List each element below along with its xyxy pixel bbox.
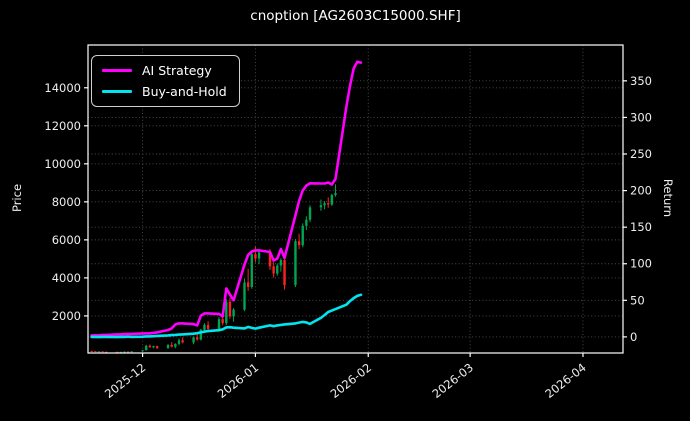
- legend-label-buy-and-hold: Buy-and-Hold: [142, 84, 227, 99]
- price-tick-label: 6000: [52, 233, 81, 247]
- date-tick-label: 2026-03: [429, 360, 475, 401]
- return-tick-label: 350: [630, 74, 652, 88]
- chart-title: cnoption [AG2603C15000.SHF]: [250, 8, 461, 24]
- candle-body-up: [305, 219, 308, 226]
- candle-body-down: [195, 337, 199, 340]
- candle-body-up: [217, 319, 221, 329]
- price-tick-label: 10000: [44, 157, 81, 171]
- legend: AI Strategy Buy-and-Hold: [91, 55, 240, 107]
- candle-body-up: [97, 351, 101, 353]
- ai-strategy-line-swatch: [102, 69, 132, 72]
- return-tick-label: 150: [630, 220, 652, 234]
- return-tick-label: 0: [630, 330, 637, 344]
- date-tick-label: 2026-04: [542, 360, 588, 401]
- candle-body-up: [166, 345, 170, 349]
- date-tick-label: 2026-01: [215, 360, 261, 401]
- return-tick-label: 300: [630, 110, 652, 124]
- candle-body-up: [177, 340, 181, 344]
- candle-body-up: [319, 205, 323, 208]
- candle-body-down: [148, 345, 152, 348]
- candle-body-down: [181, 340, 184, 343]
- candle-body-down: [170, 345, 173, 347]
- candle-body-down: [104, 351, 108, 353]
- candle-body-down: [272, 266, 275, 274]
- candle-body-down: [115, 351, 119, 353]
- price-tick-label: 14000: [44, 81, 81, 95]
- candle-body-down: [228, 301, 232, 317]
- candle-body-up: [192, 337, 195, 343]
- candle-body-down: [206, 324, 210, 329]
- legend-item-ai-strategy: AI Strategy: [102, 63, 227, 78]
- candle-body-up: [145, 345, 148, 351]
- candle-body-up: [334, 193, 337, 196]
- candle-body-up: [257, 252, 261, 259]
- candle-body-up: [308, 207, 312, 220]
- candle-body-up: [330, 195, 334, 205]
- candle-body-up: [279, 260, 283, 266]
- candle-body-up: [225, 301, 228, 324]
- candle-body-down: [254, 254, 257, 259]
- candle-body-up: [119, 351, 122, 353]
- candle-body-up: [323, 203, 326, 206]
- buy-and-hold-line-swatch: [102, 90, 132, 93]
- candle-body-up: [203, 324, 206, 330]
- date-tick-label: 2026-02: [328, 360, 374, 401]
- return-tick-label: 50: [630, 293, 645, 307]
- legend-label-ai-strategy: AI Strategy: [142, 63, 212, 78]
- price-tick-label: 2000: [52, 309, 81, 323]
- candle-body-up: [243, 282, 246, 310]
- return-tick-label: 100: [630, 257, 652, 271]
- candle-body-up: [232, 309, 235, 317]
- candle-body-down: [297, 241, 301, 246]
- candle-body-up: [123, 351, 126, 353]
- axes-spines: [87, 44, 624, 354]
- candle-body-up: [199, 329, 203, 340]
- candle-body-up: [250, 254, 253, 288]
- candle-body-up: [174, 343, 177, 347]
- candle-body-down: [327, 203, 330, 205]
- candle-body-down: [155, 346, 159, 349]
- price-tick-label: 4000: [52, 271, 81, 285]
- series-line-buy-and-hold: [90, 293, 363, 339]
- candle-body-up: [141, 350, 144, 352]
- candle-body-up: [152, 346, 155, 348]
- candle-body-up: [301, 225, 304, 246]
- candle-body-up: [294, 241, 297, 286]
- candle-body-down: [101, 351, 104, 353]
- legend-item-buy-and-hold: Buy-and-Hold: [102, 84, 227, 99]
- candle-body-down: [90, 351, 93, 352]
- candle-body-down: [283, 260, 286, 286]
- return-tick-label: 250: [630, 147, 652, 161]
- price-tick-label: 12000: [44, 119, 81, 133]
- candle-body-down: [268, 252, 272, 267]
- candle-body-down: [126, 351, 130, 353]
- candle-body-up: [276, 265, 279, 274]
- candle-body-down: [246, 282, 250, 288]
- return-tick-label: 200: [630, 184, 652, 198]
- date-tick-label: 2025-12: [102, 360, 148, 401]
- series-line-ai-strategy: [90, 60, 363, 337]
- candle-body-up: [130, 351, 133, 353]
- candle-body-down: [221, 319, 224, 324]
- price-tick-label: 8000: [52, 195, 81, 209]
- candle-body-down: [94, 351, 97, 353]
